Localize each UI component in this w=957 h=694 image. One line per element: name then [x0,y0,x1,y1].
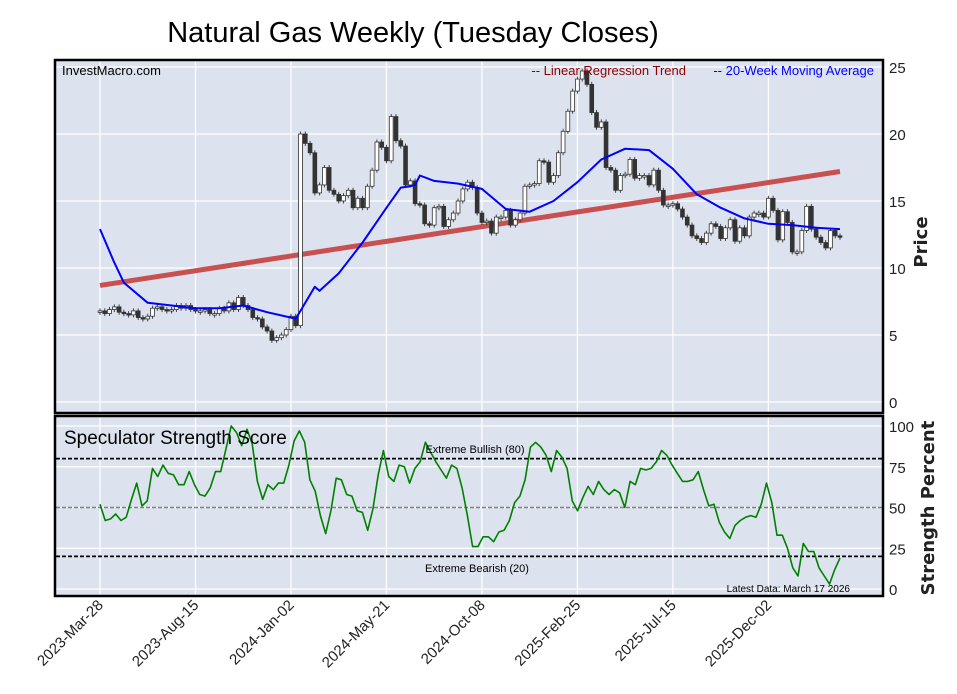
price-candle [303,132,307,146]
watermark: InvestMacro.com [62,63,161,78]
price-candle [576,77,580,94]
price-candle [614,168,618,193]
price-candle [423,203,427,227]
strength-y-tick-label: 100 [889,419,914,436]
price-y-tick-label: 0 [889,395,897,412]
price-candle [432,205,436,227]
price-candle [361,196,365,210]
strength-y-tick-label: 50 [889,501,906,518]
price-candle [370,168,374,189]
price-candle [633,157,637,181]
price-candle [461,186,465,203]
price-candle [800,228,804,254]
price-candle [604,119,608,170]
price-panel-background [55,60,883,413]
price-candle [805,204,809,233]
price-candle [724,225,728,241]
price-candle [647,173,651,187]
strength-y-tick-label: 25 [889,541,906,558]
price-candle [480,211,484,225]
legend-regression-trend: -- Linear Regression Trend [531,63,686,78]
x-tick-label: 2023-Aug-15 [129,597,202,670]
price-candle [375,140,379,173]
price-candle [389,114,393,163]
price-candle [719,224,723,241]
x-tick-label: 2025-Dec-02 [702,597,775,670]
price-candle [490,219,494,236]
x-tick-label: 2025-Jul-15 [612,597,680,665]
price-candle [566,109,570,134]
price-candle [404,144,408,188]
price-candle [652,168,656,188]
latest-data-annotation: Latest Data: March 17 2026 [727,584,851,595]
x-tick-label: 2023-Mar-28 [34,597,107,670]
price-candle [509,208,513,228]
price-candle [829,228,833,250]
strength-axis-label: Strength Percent [918,420,939,595]
strength-y-tick-label: 0 [889,582,897,599]
price-candle [351,188,355,210]
price-candle [771,196,775,213]
price-candle [704,231,708,245]
price-candle [661,188,665,208]
price-y-tick-label: 5 [889,328,897,345]
price-candle [456,199,460,216]
x-tick-label: 2024-Jan-02 [226,597,298,669]
price-candle [394,114,398,143]
price-candle [571,89,575,114]
price-y-tick-label: 25 [889,60,906,77]
price-candle [327,165,331,193]
price-candle [308,141,312,155]
price-candle [628,157,632,177]
price-candle [385,145,389,163]
x-tick-label: 2025-Feb-25 [511,597,584,670]
price-candle [786,209,790,225]
x-tick-label: 2024-May-21 [319,597,394,672]
price-candle [365,184,369,210]
x-tick-label: 2024-Oct-08 [418,597,489,668]
price-candle [738,225,742,243]
price-candle [494,215,498,236]
price-candle [709,221,713,235]
price-candle [561,129,565,155]
price-candle [766,196,770,220]
strength-y-tick-label: 75 [889,460,906,477]
price-y-tick-label: 10 [889,261,906,278]
price-candle [657,168,661,193]
price-candle [595,110,599,130]
price-candle [618,173,622,193]
price-candle [547,160,551,185]
price-candle [442,204,446,229]
legend-moving-average: -- 20-Week Moving Average [713,63,874,78]
price-axis-label: Price [911,216,932,267]
chart-title: Natural Gas Weekly (Tuesday Closes) [167,17,659,49]
price-candle [733,217,737,243]
price-candle [747,215,751,239]
price-y-tick-label: 15 [889,194,906,211]
price-y-tick-label: 20 [889,127,906,144]
price-candle [475,185,479,215]
extreme-bearish-label: Extreme Bearish (20) [425,563,529,575]
price-candle [690,223,694,239]
extreme-bullish-label: Extreme Bullish (80) [425,444,524,456]
price-candle [270,328,274,342]
price-candle [537,158,541,186]
price-candle [556,150,560,178]
price-candle [299,132,303,329]
price-candle [590,82,594,115]
price-candle [237,295,241,312]
strength-panel-title: Speculator Strength Score [64,428,287,449]
price-candle [313,150,317,195]
price-candle [322,165,326,187]
price-candle [356,196,360,210]
price-candle [781,209,785,242]
